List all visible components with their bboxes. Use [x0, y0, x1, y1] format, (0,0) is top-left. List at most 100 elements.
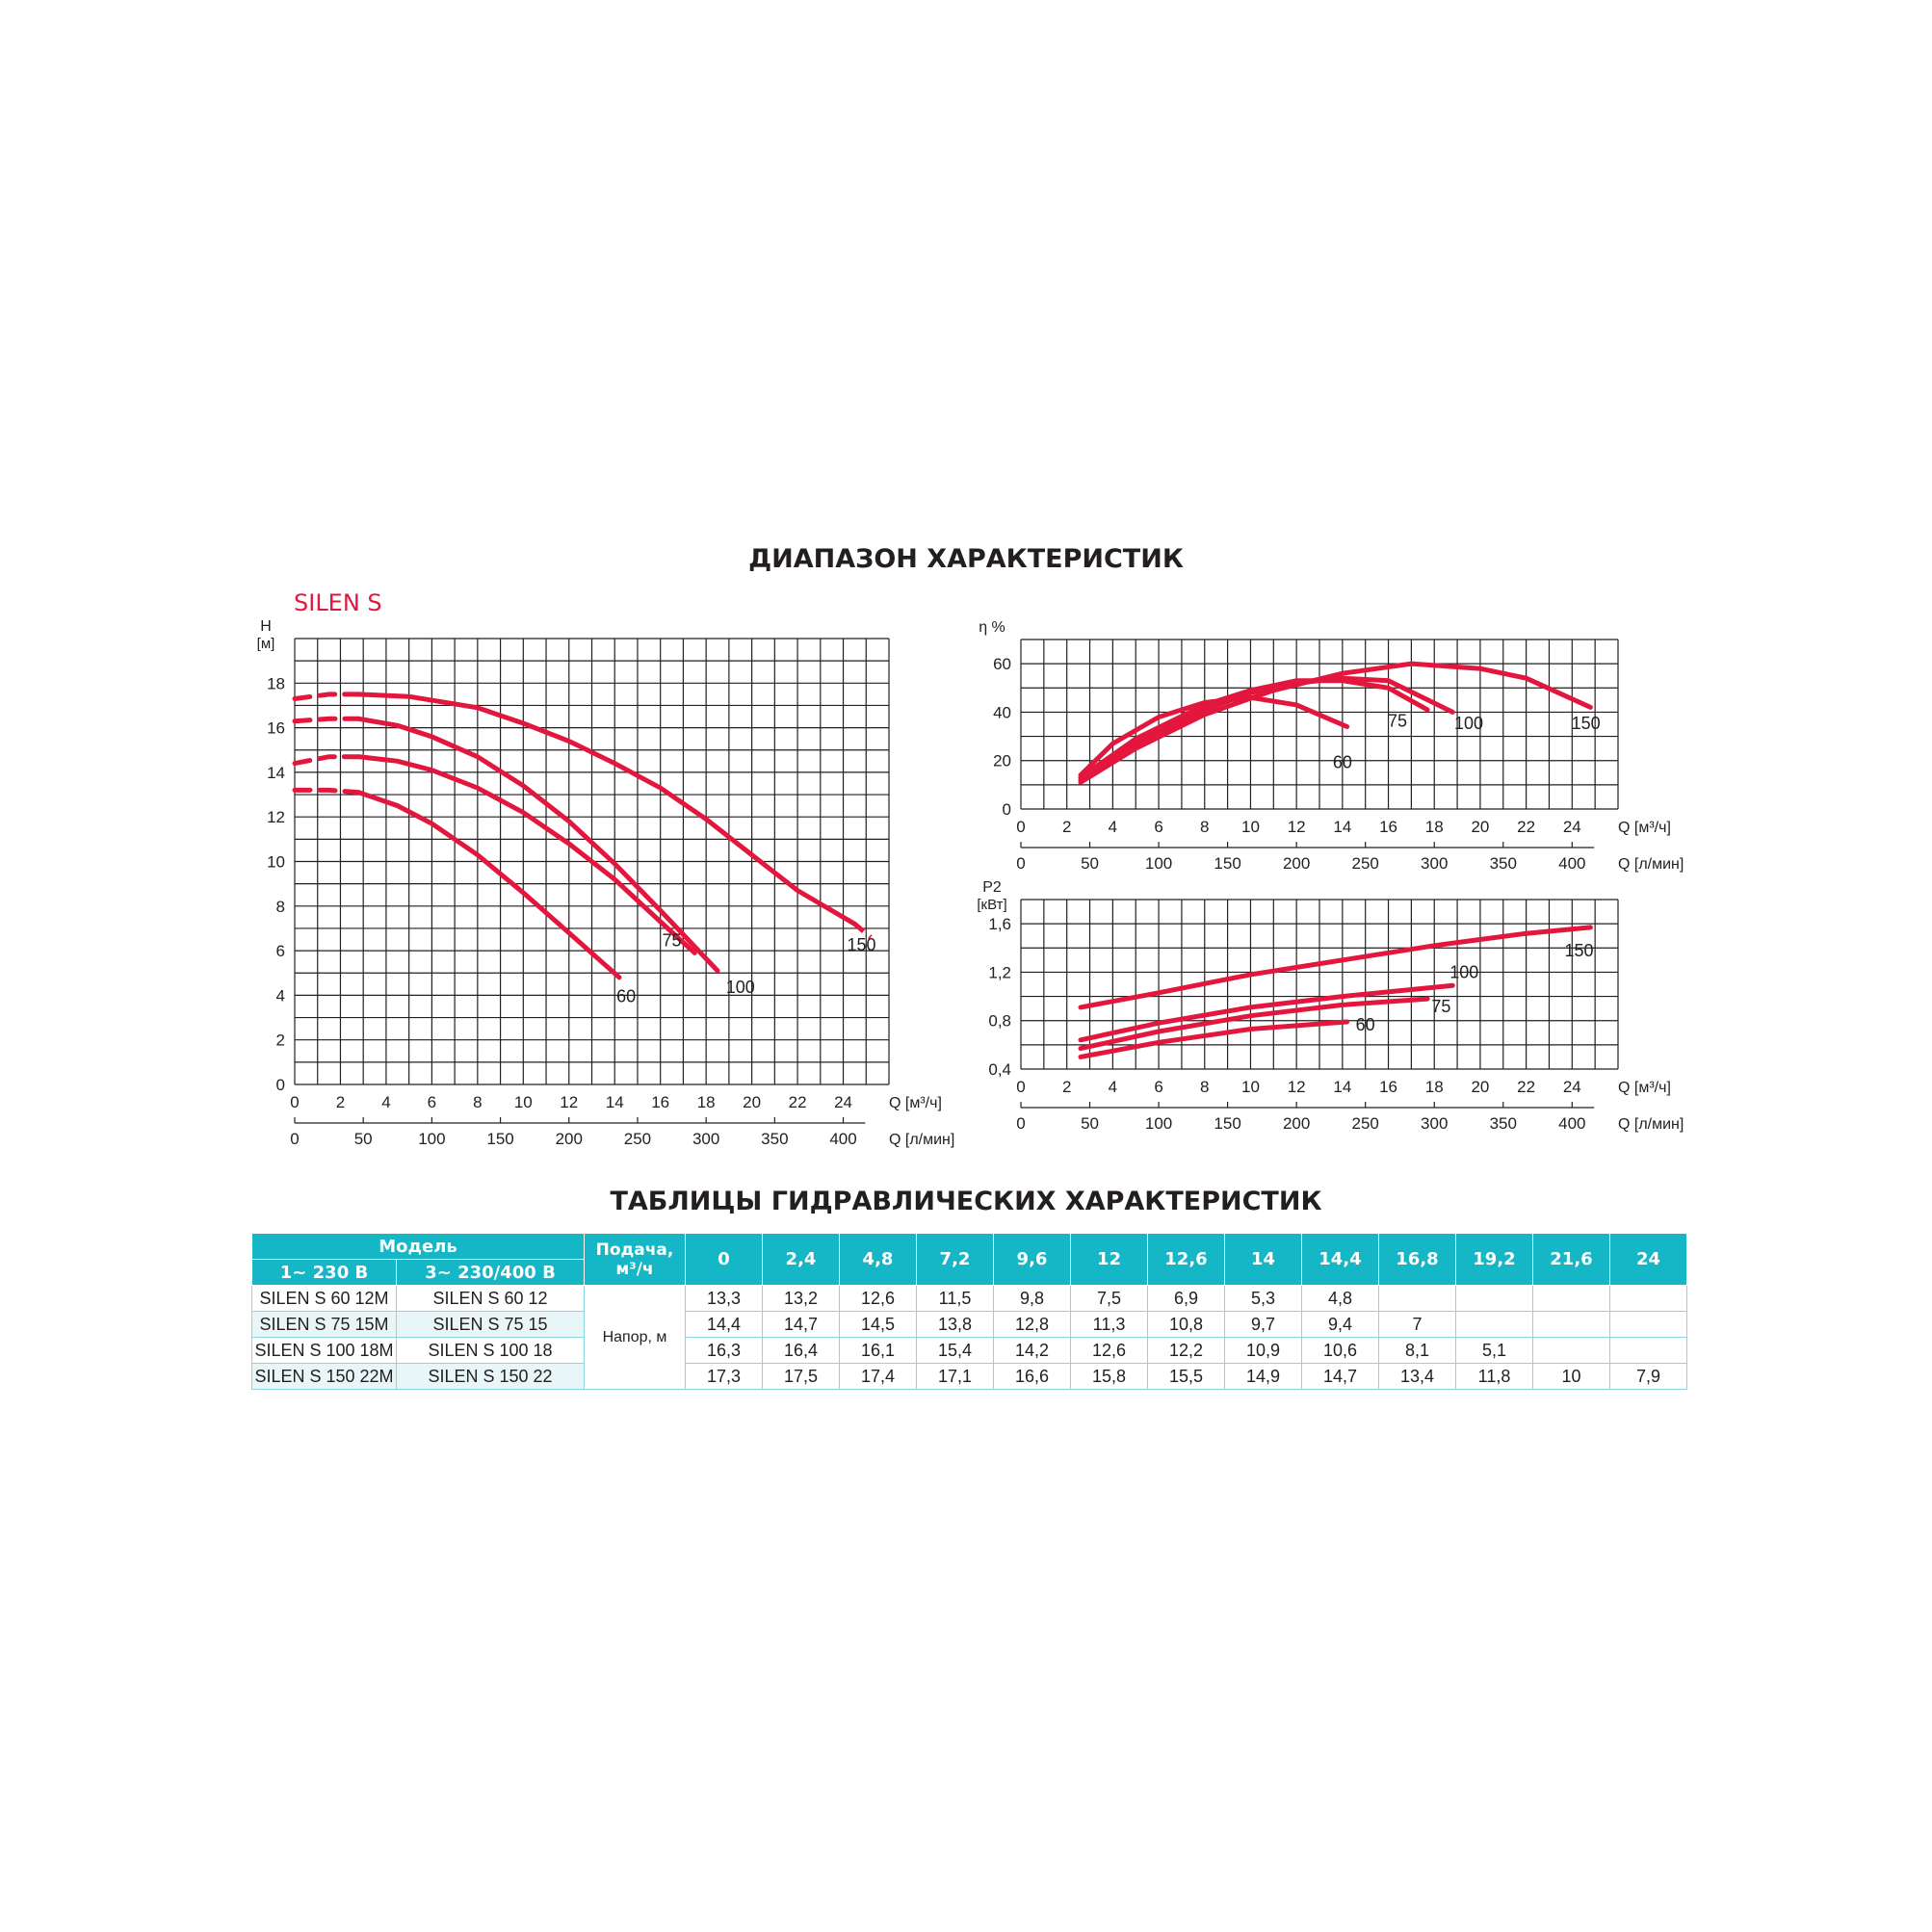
- y-tick-label: 0,4: [988, 1060, 1011, 1079]
- x2-tick-label: 200: [556, 1130, 583, 1148]
- flow-col: 14,4: [1301, 1233, 1379, 1286]
- x2-tick-label: 0: [1016, 854, 1025, 873]
- x2-tick-label: 0: [1016, 1114, 1025, 1133]
- x2-tick-label: 250: [1352, 1114, 1379, 1133]
- x2-tick-label: 350: [1490, 1114, 1517, 1133]
- head-value: 16,3: [685, 1337, 763, 1364]
- head-value: 15,8: [1070, 1363, 1148, 1390]
- curve-60: [1078, 1019, 1350, 1059]
- x-tick-label: 16: [1379, 1078, 1397, 1096]
- head-value: 15,4: [916, 1337, 994, 1364]
- curve-label-150: 150: [1572, 714, 1601, 733]
- head-value: 12,6: [839, 1285, 917, 1312]
- head-value: 9,4: [1301, 1311, 1379, 1338]
- curve-75: [355, 754, 697, 955]
- flow-col: 21,6: [1532, 1233, 1610, 1286]
- curve-150-dashed-end: [852, 922, 873, 940]
- flow-col: 2,4: [762, 1233, 840, 1286]
- model-header: Модель: [251, 1233, 585, 1260]
- head-value: 6,9: [1147, 1285, 1225, 1312]
- head-value: 14,4: [685, 1311, 763, 1338]
- head-value: 11,3: [1070, 1311, 1148, 1338]
- y-tick-label: 40: [993, 703, 1011, 721]
- x-tick-label: 16: [651, 1093, 669, 1111]
- y-axis-label: H: [260, 618, 272, 635]
- title-range: ДИАПАЗОН ХАРАКТЕРИСТИК: [748, 544, 1184, 574]
- head-value: [1532, 1311, 1610, 1338]
- x2-tick-label: 250: [1352, 854, 1379, 873]
- curve-label-75: 75: [663, 930, 682, 950]
- head-value: 9,7: [1224, 1311, 1302, 1338]
- x2-tick-label: 350: [1490, 854, 1517, 873]
- head-value: 5,3: [1224, 1285, 1302, 1312]
- x-tick-label: 2: [336, 1093, 345, 1111]
- x-tick-label: 22: [1517, 818, 1535, 836]
- y-axis-unit: [м]: [257, 636, 275, 652]
- y-tick-label: 60: [993, 655, 1011, 673]
- flow-col: 7,2: [916, 1233, 994, 1286]
- y-tick-label: 4: [276, 986, 285, 1005]
- head-value: 10: [1532, 1363, 1610, 1390]
- model-single-phase: SILEN S 100 18M: [251, 1337, 397, 1364]
- x-axis-label: Q [м³/ч]: [889, 1095, 942, 1111]
- y-tick-label: 10: [267, 853, 285, 872]
- x-tick-label: 10: [1241, 1078, 1260, 1096]
- flow-col: 12,6: [1147, 1233, 1225, 1286]
- x-tick-label: 6: [1154, 818, 1162, 836]
- x2-tick-label: 50: [1081, 1114, 1099, 1133]
- x-tick-label: 20: [1471, 1078, 1489, 1096]
- x2-tick-label: 150: [1214, 1114, 1240, 1133]
- head-value: 13,3: [685, 1285, 763, 1312]
- x2-tick-label: 200: [1283, 1114, 1310, 1133]
- x-tick-label: 4: [1109, 818, 1117, 836]
- curve-label-60: 60: [616, 986, 636, 1005]
- head-value: 8,1: [1378, 1337, 1456, 1364]
- head-value: 17,3: [685, 1363, 763, 1390]
- x-tick-label: 18: [1425, 818, 1444, 836]
- head-value: 17,4: [839, 1363, 917, 1390]
- y-tick-label: 20: [993, 752, 1011, 770]
- head-value: 13,8: [916, 1311, 994, 1338]
- y-tick-label: 0: [276, 1076, 285, 1094]
- x2-tick-label: 100: [1145, 1114, 1172, 1133]
- head-value: 14,7: [762, 1311, 840, 1338]
- y-tick-label: 14: [267, 764, 285, 782]
- model-single-phase: SILEN S 75 15M: [251, 1311, 397, 1338]
- x-tick-label: 20: [743, 1093, 761, 1111]
- y-axis-unit: [кВт]: [977, 897, 1006, 913]
- x-tick-label: 12: [1288, 818, 1306, 836]
- x-tick-label: 18: [1425, 1078, 1444, 1096]
- head-value: 14,7: [1301, 1363, 1379, 1390]
- head-value: 10,8: [1147, 1311, 1225, 1338]
- x2-tick-label: 50: [354, 1130, 373, 1148]
- curve-60: [355, 790, 622, 980]
- head-value: 16,6: [993, 1363, 1071, 1390]
- curve-60-dashed: [292, 787, 361, 796]
- curve-label-150: 150: [847, 935, 875, 954]
- x-tick-label: 8: [1200, 818, 1209, 836]
- x-tick-label: 24: [1563, 818, 1581, 836]
- curve-label-60: 60: [1356, 1015, 1375, 1034]
- x-tick-label: 20: [1471, 818, 1489, 836]
- curve-75-dashed: [292, 754, 361, 767]
- head-value: 17,1: [916, 1363, 994, 1390]
- x2-tick-label: 100: [418, 1130, 445, 1148]
- brand-title: SILEN S: [294, 589, 382, 616]
- x2-tick-label: 0: [290, 1130, 299, 1148]
- curve-label-60: 60: [1333, 752, 1352, 771]
- x-tick-label: 22: [789, 1093, 807, 1111]
- x2-tick-label: 100: [1145, 854, 1172, 873]
- supply-header: Подача, м³/ч: [584, 1233, 686, 1286]
- model-three-phase: SILEN S 100 18: [396, 1337, 585, 1364]
- flow-col: 9,6: [993, 1233, 1071, 1286]
- table-row: SILEN S 60 12M SILEN S 60 12 Напор, м 13,3 1…: [251, 1285, 1687, 1390]
- y-tick-label: 1,6: [988, 915, 1011, 933]
- head-value: 14,2: [993, 1337, 1071, 1364]
- head-value: [1455, 1285, 1533, 1312]
- x2-tick-label: 400: [829, 1130, 856, 1148]
- y-tick-label: 6: [276, 942, 285, 960]
- head-label: Напор, м: [584, 1285, 686, 1390]
- curve-100-dashed: [292, 716, 361, 724]
- flow-col: 16,8: [1378, 1233, 1456, 1286]
